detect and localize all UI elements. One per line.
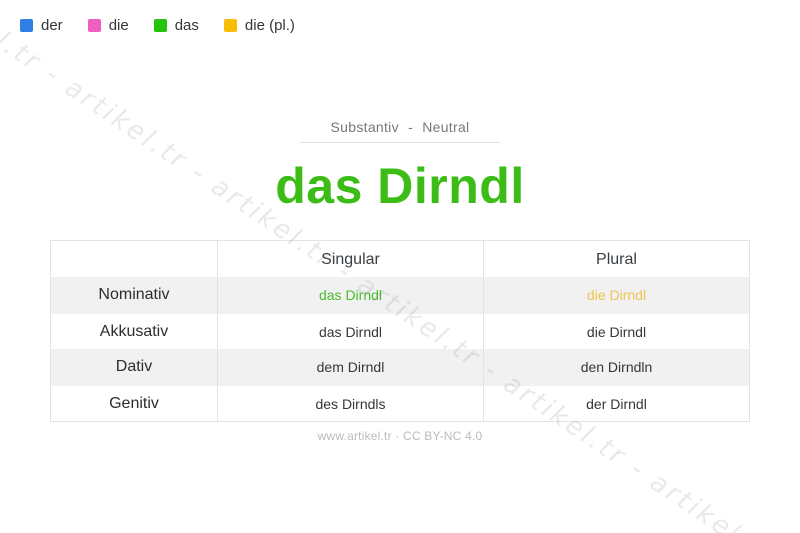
table-header-case [51, 241, 217, 280]
cell-genitiv-plural: der Dirndl [483, 385, 749, 421]
legend-label-die-plural: die (pl.) [244, 17, 295, 34]
table-header-singular: Singular [217, 241, 483, 280]
row-label-dativ: Dativ [51, 349, 217, 385]
declension-table: Singular Plural Nominativ das Dirndl die… [50, 240, 750, 422]
cell-dativ-singular: dem Dirndl [217, 349, 483, 385]
cell-dativ-plural: den Dirndln [483, 349, 749, 385]
legend-item-das: das [153, 17, 199, 34]
row-label-akkusativ: Akkusativ [51, 313, 217, 349]
cell-nominativ-plural: die Dirndl [483, 277, 749, 313]
das-color-swatch [153, 19, 167, 32]
legend-item-die: die [87, 17, 129, 34]
legend-label-die: die [108, 17, 129, 34]
cell-akkusativ-singular: das Dirndl [217, 313, 483, 349]
legend-label-der: der [41, 17, 63, 34]
table-header-plural: Plural [483, 241, 749, 280]
row-label-nominativ: Nominativ [51, 277, 217, 313]
legend-item-die-plural: die (pl.) [223, 17, 295, 34]
subtitle-divider [300, 142, 500, 143]
cell-nominativ-singular: das Dirndl [217, 277, 483, 313]
cell-genitiv-singular: des Dirndls [217, 385, 483, 421]
der-color-swatch [20, 19, 33, 32]
legend-label-das: das [174, 17, 199, 34]
cell-akkusativ-plural: die Dirndl [483, 313, 749, 349]
die-plural-color-swatch [223, 19, 237, 32]
row-label-genitiv: Genitiv [51, 385, 217, 421]
article-color-legend: der die das die (pl.) [20, 17, 295, 34]
page-title: das Dirndl [275, 158, 525, 214]
attribution-footer: www.artikel.tr · CC BY-NC 4.0 [317, 429, 483, 443]
die-color-swatch [87, 19, 101, 32]
legend-item-der: der [20, 17, 63, 34]
noun-type-subtitle: Substantiv - Neutral [330, 119, 470, 135]
